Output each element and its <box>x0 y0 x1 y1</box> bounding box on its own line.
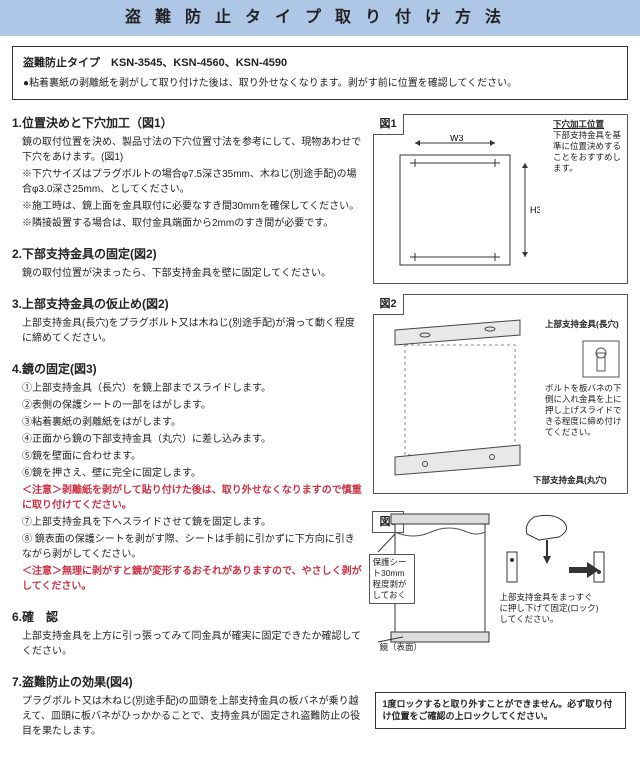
section-line: ⑦上部支持金具を下へスライドさせて鏡を固定します。 <box>22 515 363 530</box>
section-line: ⑧ 鏡表面の保護シートを剥がす際、シートは手前に引かずに下方向に引きながら剥がし… <box>22 532 363 562</box>
fig1-h-label: H3 <box>530 205 540 215</box>
fig3-lock-note: 上部支持金具をまっすぐに押し下げて固定(ロック)してください。 <box>499 592 599 625</box>
figure-1-label: 図1 <box>373 114 403 136</box>
section-body: 鏡の取付位置が決まったら、下部支持金具を壁に固定してください。 <box>12 266 363 281</box>
fig2-bolt-note: ボルトを板バネの下側に入れ金具を上に押し上げスライドできる程度に締め付けてくださ… <box>545 383 623 438</box>
fig3-mirror-label: 鏡（表面） <box>379 642 422 653</box>
lock-warning-box: 1度ロックすると取り外すことができません。必ず取り付け位置をご確認の上ロックして… <box>375 692 626 729</box>
model-list: 盗難防止タイプ KSN-3545、KSN-4560、KSN-4590 <box>23 55 617 72</box>
section-title: 1.位置決めと下穴加工（図1） <box>12 114 363 132</box>
section-title: 4.鏡の固定(図3) <box>12 360 363 378</box>
instructions-column: 1.位置決めと下穴加工（図1） 鏡の取付位置を決め、製品寸法の下穴位置寸法を参考に… <box>12 114 363 753</box>
section: 2.下部支持金具の固定(図2) 鏡の取付位置が決まったら、下部支持金具を壁に固定し… <box>12 245 363 281</box>
section-line: ①上部支持金具（長穴）を鏡上部までスライドします。 <box>22 381 363 396</box>
section-line: ※施工時は、鏡上面を金具取付に必要なすき間30mmを確保してください。 <box>22 199 363 214</box>
section-line: 鏡の取付位置を決め、製品寸法の下穴位置寸法を参考にして、現物あわせで下穴をあけま… <box>22 135 363 165</box>
figure-3: 図3 保護シート30mm程度剥がしておく 鏡（表面） <box>373 512 628 682</box>
section-body: ①上部支持金具（長穴）を鏡上部までスライドします。 ②表側の保護シートの一部をはが… <box>12 381 363 594</box>
figure-1: 図1 下穴加工位置 下部支持金具を基準に位置決めすることをおすすめします。 <box>373 114 628 284</box>
model-notice-box: 盗難防止タイプ KSN-3545、KSN-4560、KSN-4590 ●粘着裏紙… <box>12 46 628 100</box>
section-line: ＜注意＞無理に剥がすと鏡が変形するおそれがありますので、やさしく剥がしてください… <box>22 564 363 594</box>
section-line: 鏡の取付位置が決まったら、下部支持金具を壁に固定してください。 <box>22 266 363 281</box>
fig3-right: 上部支持金具をまっすぐに押し下げて固定(ロック)してください。 <box>499 512 628 652</box>
main-content: 1.位置決めと下穴加工（図1） 鏡の取付位置を決め、製品寸法の下穴位置寸法を参考に… <box>0 114 640 763</box>
section-body: 上部支持金具を上方に引っ張ってみて同金具が確実に固定できたか確認してください。 <box>12 629 363 659</box>
section-title: 2.下部支持金具の固定(図2) <box>12 245 363 263</box>
section-line: ⑥鏡を押さえ、壁に完全に固定します。 <box>22 466 363 481</box>
figures-column: 図1 下穴加工位置 下部支持金具を基準に位置決めすることをおすすめします。 <box>373 114 628 753</box>
figure-2-label: 図2 <box>373 294 403 316</box>
section-title: 6.確 認 <box>12 608 363 626</box>
section-line: ※下穴サイズはプラグボルトの場合φ7.5深さ35mm、木ねじ(別途手配)の場合φ… <box>22 167 363 197</box>
fig1-note-title: 下穴加工位置 <box>553 119 623 130</box>
section-body: 上部支持金具(長穴)をプラグボルト又は木ねじ(別途手配)が滑って動く程度に締めて… <box>12 316 363 346</box>
fig3-sheet-note: 保護シート30mm程度剥がしておく <box>369 554 415 604</box>
section: 1.位置決めと下穴加工（図1） 鏡の取付位置を決め、製品寸法の下穴位置寸法を参考に… <box>12 114 363 231</box>
page-title: 盗難防止タイプ取り付け方法 <box>0 0 640 36</box>
section-line: ⑤鏡を壁面に合わせます。 <box>22 449 363 464</box>
section-line: ②表側の保護シートの一部をはがします。 <box>22 398 363 413</box>
fig1-w-label: W3 <box>450 135 464 143</box>
adhesive-warning: ●粘着裏紙の剥離紙を剥がして取り付けた後は、取り外せなくなります。剥がす前に位置… <box>23 76 617 91</box>
fig2-diagram <box>380 315 540 485</box>
section-line: ※隣接設置する場合は、取付金具端面から2mmのすき間が必要です。 <box>22 216 363 231</box>
section-body: 鏡の取付位置を決め、製品寸法の下穴位置寸法を参考にして、現物あわせで下穴をあけま… <box>12 135 363 231</box>
section-line: ④正面から鏡の下部支持金具（丸穴）に差し込みます。 <box>22 432 363 447</box>
fig3-left: 保護シート30mm程度剥がしておく 鏡（表面） <box>373 512 493 652</box>
section-title: 3.上部支持金具の仮止め(図2) <box>12 295 363 313</box>
fig1-diagram: W3 H3 <box>380 135 540 275</box>
fig2-upper-bracket-label: 上部支持金具(長穴) <box>545 319 623 330</box>
section: 4.鏡の固定(図3) ①上部支持金具（長穴）を鏡上部までスライドします。 ②表側の保… <box>12 360 363 594</box>
fig2-inset <box>581 339 621 379</box>
section-line: 上部支持金具を上方に引っ張ってみて同金具が確実に固定できたか確認してください。 <box>22 629 363 659</box>
section: 3.上部支持金具の仮止め(図2) 上部支持金具(長穴)をプラグボルト又は木ねじ(別… <box>12 295 363 346</box>
section-line: プラグボルト又は木ねじ(別途手配)の皿頭を上部支持金具の板バネが乗り越えて、皿頭… <box>22 694 363 739</box>
section-line: ＜注意＞剥離紙を剥がして貼り付けた後は、取り外せなくなりますので慎重に取り付けて… <box>22 483 363 513</box>
section: 7.盗難防止の効果(図4) プラグボルト又は木ねじ(別途手配)の皿頭を上部支持金具… <box>12 673 363 739</box>
section-title: 7.盗難防止の効果(図4) <box>12 673 363 691</box>
figure-2: 図2 上部支持金具(長穴) ボルトを板バネの下側に入れ金具を上に押し上げスライド… <box>373 294 628 494</box>
section-line: 上部支持金具(長穴)をプラグボルト又は木ねじ(別途手配)が滑って動く程度に締めて… <box>22 316 363 346</box>
fig1-note-body: 下部支持金具を基準に位置決めすることをおすすめします。 <box>553 130 623 174</box>
fig2-lower-bracket-label: 下部支持金具(丸穴) <box>533 475 623 486</box>
section-line: ③粘着裏紙の剥離紙をはがします。 <box>22 415 363 430</box>
fig1-note: 下穴加工位置 下部支持金具を基準に位置決めすることをおすすめします。 <box>553 119 623 174</box>
section: 6.確 認上部支持金具を上方に引っ張ってみて同金具が確実に固定できたか確認してく… <box>12 608 363 659</box>
section-body: プラグボルト又は木ねじ(別途手配)の皿頭を上部支持金具の板バネが乗り越えて、皿頭… <box>12 694 363 739</box>
